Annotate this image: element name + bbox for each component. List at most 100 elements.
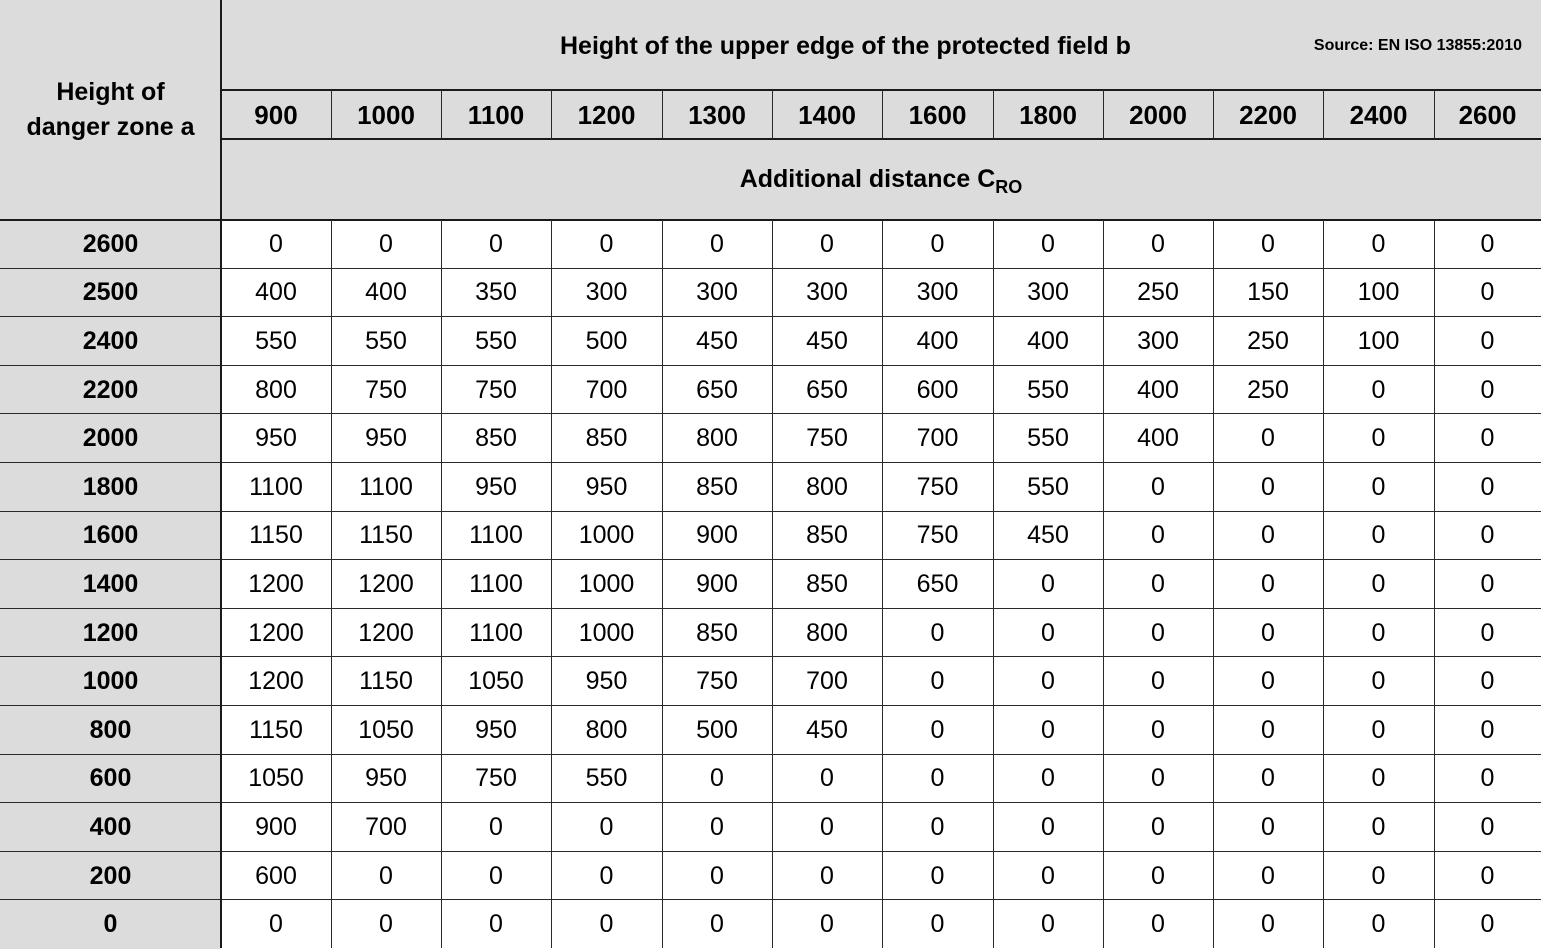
- table-cell: 250: [1137, 278, 1179, 307]
- table-cell: 100: [1357, 326, 1400, 355]
- column-divider: [1103, 90, 1104, 139]
- table-cell: 700: [806, 667, 848, 696]
- column-divider: [993, 90, 994, 139]
- table-cell: 850: [696, 472, 738, 501]
- table-cell: 1050: [248, 764, 304, 793]
- table-cell: 950: [255, 424, 297, 453]
- table-cell: 300: [696, 278, 738, 307]
- table-cell: 0: [489, 812, 503, 841]
- table-cell: 800: [696, 424, 738, 453]
- table-cell: 450: [806, 326, 848, 355]
- row-divider: [0, 656, 1541, 657]
- table-cell: 900: [696, 569, 738, 598]
- column-divider: [882, 90, 883, 139]
- table-cell: 0: [820, 910, 834, 939]
- table-cell: 750: [916, 472, 959, 501]
- table-cell: 0: [1480, 618, 1495, 647]
- column-header: 900: [254, 100, 298, 130]
- table-cell: 550: [475, 326, 517, 355]
- table-cell: 1150: [359, 667, 413, 696]
- row-header: 800: [0, 706, 221, 755]
- table-cell: 300: [1137, 326, 1179, 355]
- table-cell: 0: [1151, 521, 1165, 550]
- table-cell: 0: [1041, 618, 1055, 647]
- row-header: 400: [0, 803, 221, 852]
- column-divider: [1434, 220, 1435, 948]
- table-cell: 0: [1371, 861, 1386, 890]
- row-header-divider: [220, 0, 222, 948]
- table-cell: 0: [599, 812, 614, 841]
- table-cell: 750: [916, 521, 959, 550]
- table-cell: 450: [806, 715, 848, 744]
- table-cell: 0: [1261, 861, 1275, 890]
- row-header: 2200: [0, 365, 221, 415]
- table-cell: 0: [1041, 812, 1055, 841]
- table-cell: 0: [1261, 667, 1275, 696]
- table-cell: 0: [930, 910, 945, 939]
- column-divider: [551, 220, 552, 948]
- table-cell: 0: [1151, 569, 1165, 598]
- source-note: Source: EN ISO 13855:2010: [1313, 37, 1522, 54]
- row-header: 600: [0, 754, 221, 804]
- table-cell: 0: [1480, 569, 1495, 598]
- table-cell: 0: [1371, 229, 1386, 258]
- row-divider: [0, 705, 1541, 706]
- column-divider: [441, 90, 442, 139]
- row-divider: [0, 802, 1541, 803]
- table-cell: 650: [806, 375, 848, 404]
- column-header: 1600: [908, 100, 967, 130]
- column-header: 2000: [1129, 100, 1187, 130]
- table-cell: 0: [1261, 569, 1275, 598]
- table-cell: 150: [1247, 278, 1289, 307]
- table-cell: 600: [255, 861, 297, 890]
- table-cell: 750: [806, 424, 848, 453]
- table-cell: 550: [585, 764, 628, 793]
- table-cell: 650: [916, 569, 959, 598]
- table-cell: 1000: [578, 569, 635, 598]
- table-cell: 1000: [578, 618, 635, 647]
- column-divider: [662, 90, 663, 139]
- table-cell: 0: [1151, 812, 1165, 841]
- table-cell: 400: [365, 278, 407, 307]
- table-cell: 1150: [249, 521, 303, 550]
- table-cell: 0: [930, 229, 945, 258]
- table-cell: 850: [806, 521, 848, 550]
- column-divider: [1103, 220, 1104, 948]
- table-cell: 750: [475, 764, 517, 793]
- table-cell: 500: [696, 715, 738, 744]
- column-header: 1800: [1019, 100, 1077, 130]
- table-cell: 0: [1151, 667, 1165, 696]
- row-divider: [0, 608, 1541, 609]
- table-cell: 850: [696, 618, 738, 647]
- table-cell: 700: [585, 375, 628, 404]
- table-cell: 0: [710, 910, 724, 939]
- table-cell: 0: [1151, 910, 1165, 939]
- table-cell: 0: [599, 910, 614, 939]
- table-cell: 0: [1261, 521, 1275, 550]
- column-header: 2600: [1458, 100, 1517, 130]
- table-cell: 800: [255, 375, 297, 404]
- table-cell: 550: [365, 326, 407, 355]
- table-cell: 0: [1041, 715, 1055, 744]
- table-cell: 300: [1027, 278, 1069, 307]
- table-cell: 0: [1480, 910, 1495, 939]
- row-header: 1200: [0, 608, 221, 658]
- table-cell: 350: [475, 278, 517, 307]
- additional-distance-label: Additional distance CRO: [739, 165, 1023, 197]
- additional-distance-subscript: RO: [995, 177, 1023, 197]
- table-cell: 950: [475, 472, 517, 501]
- table-cell: 0: [599, 229, 614, 258]
- table-cell: 0: [1261, 472, 1275, 501]
- table-cell: 0: [1371, 472, 1386, 501]
- table-cell: 0: [1261, 618, 1275, 647]
- table-cell: 750: [475, 375, 517, 404]
- table-cell: 0: [710, 764, 724, 793]
- column-divider: [331, 220, 332, 948]
- table-cell: 0: [1480, 229, 1495, 258]
- column-divider: [1213, 90, 1214, 139]
- table-cell: 0: [930, 812, 945, 841]
- table-cell: 1050: [358, 715, 414, 744]
- table-cell: 0: [820, 812, 834, 841]
- row-divider: [0, 511, 1541, 512]
